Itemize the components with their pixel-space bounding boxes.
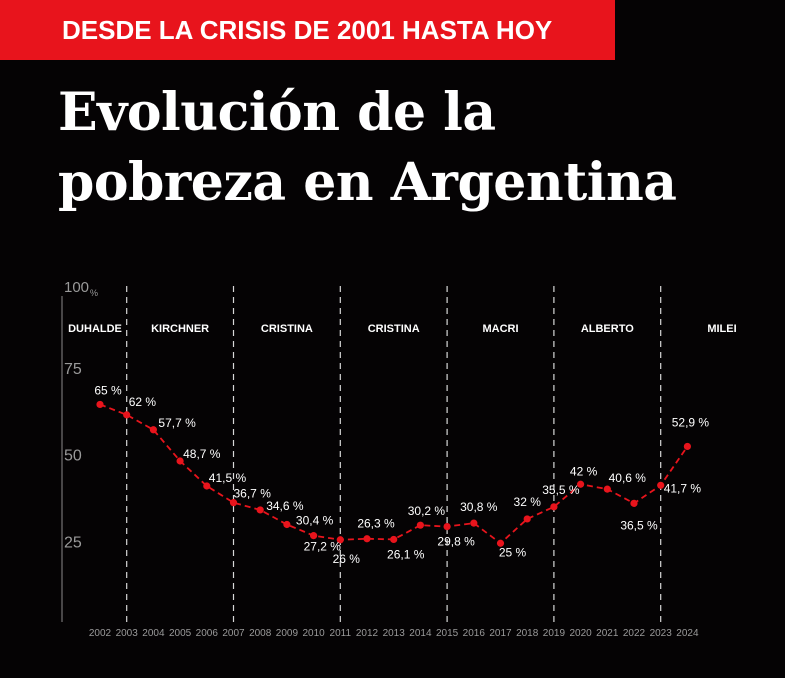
data-label: 41,5 % bbox=[209, 471, 247, 485]
data-label: 65 % bbox=[94, 383, 122, 397]
y-tick-label: 25 bbox=[64, 534, 82, 551]
data-label: 30,4 % bbox=[296, 514, 334, 528]
x-tick-label: 2024 bbox=[676, 628, 699, 639]
x-tick-label: 2023 bbox=[650, 628, 673, 639]
data-label: 40,6 % bbox=[609, 471, 647, 485]
data-point bbox=[283, 520, 291, 529]
data-label: 30,8 % bbox=[460, 500, 498, 514]
period-label: KIRCHNER bbox=[151, 323, 209, 335]
period-label: CRISTINA bbox=[261, 323, 313, 335]
data-point bbox=[123, 411, 131, 419]
kicker-text: DESDE LA CRISIS DE 2001 HASTA HOY bbox=[62, 14, 553, 45]
data-point bbox=[496, 539, 505, 547]
period-label: ALBERTO bbox=[581, 323, 634, 335]
data-label: 36,7 % bbox=[234, 487, 272, 501]
x-tick-label: 2021 bbox=[596, 628, 619, 639]
title-line-1: Evolución de la bbox=[58, 82, 496, 143]
data-label: 42 % bbox=[570, 464, 598, 478]
data-point bbox=[443, 522, 451, 531]
data-label: 35,5 % bbox=[542, 483, 580, 497]
data-point bbox=[390, 535, 398, 544]
data-point bbox=[470, 519, 478, 527]
data-point bbox=[577, 480, 585, 488]
x-tick-label: 2022 bbox=[623, 628, 646, 639]
x-tick-label: 2004 bbox=[142, 628, 165, 639]
data-label: 62 % bbox=[129, 395, 157, 409]
data-point bbox=[523, 515, 531, 523]
y-tick-label: 50 bbox=[64, 448, 82, 465]
kicker-banner: DESDE LA CRISIS DE 2001 HASTA HOY bbox=[0, 0, 615, 60]
page-title: Evolución de la pobreza en Argentina bbox=[58, 78, 758, 218]
data-label: 26 % bbox=[333, 552, 361, 566]
data-point bbox=[96, 400, 104, 409]
data-label: 36,5 % bbox=[620, 518, 658, 532]
data-label: 52,9 % bbox=[672, 415, 710, 429]
data-label: 41,7 % bbox=[664, 481, 702, 495]
x-tick-label: 2011 bbox=[330, 628, 352, 639]
x-tick-label: 2006 bbox=[196, 628, 219, 639]
data-label: 34,6 % bbox=[266, 499, 304, 513]
data-label: 32 % bbox=[514, 495, 542, 509]
title-line-2: pobreza en Argentina bbox=[58, 152, 677, 213]
period-label: MACRI bbox=[482, 323, 518, 335]
data-point bbox=[630, 499, 638, 507]
x-tick-label: 2018 bbox=[516, 628, 539, 639]
x-tick-label: 2017 bbox=[489, 628, 512, 639]
x-tick-label: 2007 bbox=[222, 628, 245, 639]
y-tick-unit: % bbox=[90, 288, 98, 298]
x-tick-label: 2003 bbox=[116, 628, 139, 639]
data-point bbox=[657, 481, 665, 489]
data-label: 26,3 % bbox=[357, 517, 395, 531]
x-tick-label: 2008 bbox=[249, 628, 272, 639]
x-tick-label: 2005 bbox=[169, 628, 192, 639]
data-point bbox=[683, 442, 692, 451]
data-label: 30,2 % bbox=[408, 504, 446, 518]
data-point bbox=[416, 521, 424, 529]
x-tick-label: 2013 bbox=[383, 628, 406, 639]
data-label: 25 % bbox=[499, 545, 527, 559]
x-tick-label: 2019 bbox=[543, 628, 566, 639]
x-tick-label: 2012 bbox=[356, 628, 379, 639]
data-point bbox=[229, 499, 238, 507]
data-point bbox=[550, 503, 558, 511]
data-label: 48,7 % bbox=[183, 447, 221, 461]
x-tick-label: 2020 bbox=[569, 628, 592, 639]
x-tick-label: 2014 bbox=[409, 628, 432, 639]
data-point bbox=[176, 457, 184, 465]
data-point bbox=[149, 426, 157, 434]
data-point bbox=[256, 506, 264, 514]
period-label: MILEI bbox=[707, 323, 736, 335]
x-tick-label: 2009 bbox=[276, 628, 299, 639]
y-tick-label: 75 bbox=[64, 361, 82, 378]
period-label: DUHALDE bbox=[68, 323, 122, 335]
data-label: 27,2 % bbox=[304, 540, 342, 554]
x-tick-label: 2002 bbox=[89, 628, 112, 639]
x-tick-label: 2015 bbox=[436, 628, 459, 639]
data-point bbox=[203, 482, 211, 490]
period-label: CRISTINA bbox=[368, 323, 420, 335]
data-point bbox=[603, 485, 611, 493]
data-point bbox=[310, 532, 318, 540]
data-label: 57,7 % bbox=[158, 416, 196, 430]
data-label: 29,8 % bbox=[437, 535, 475, 549]
data-label: 26,1 % bbox=[387, 547, 425, 561]
x-tick-label: 2010 bbox=[302, 628, 325, 639]
x-tick-label: 2016 bbox=[463, 628, 486, 639]
data-point bbox=[363, 535, 371, 543]
y-tick-label: 100% bbox=[64, 279, 98, 298]
data-point bbox=[336, 536, 344, 544]
